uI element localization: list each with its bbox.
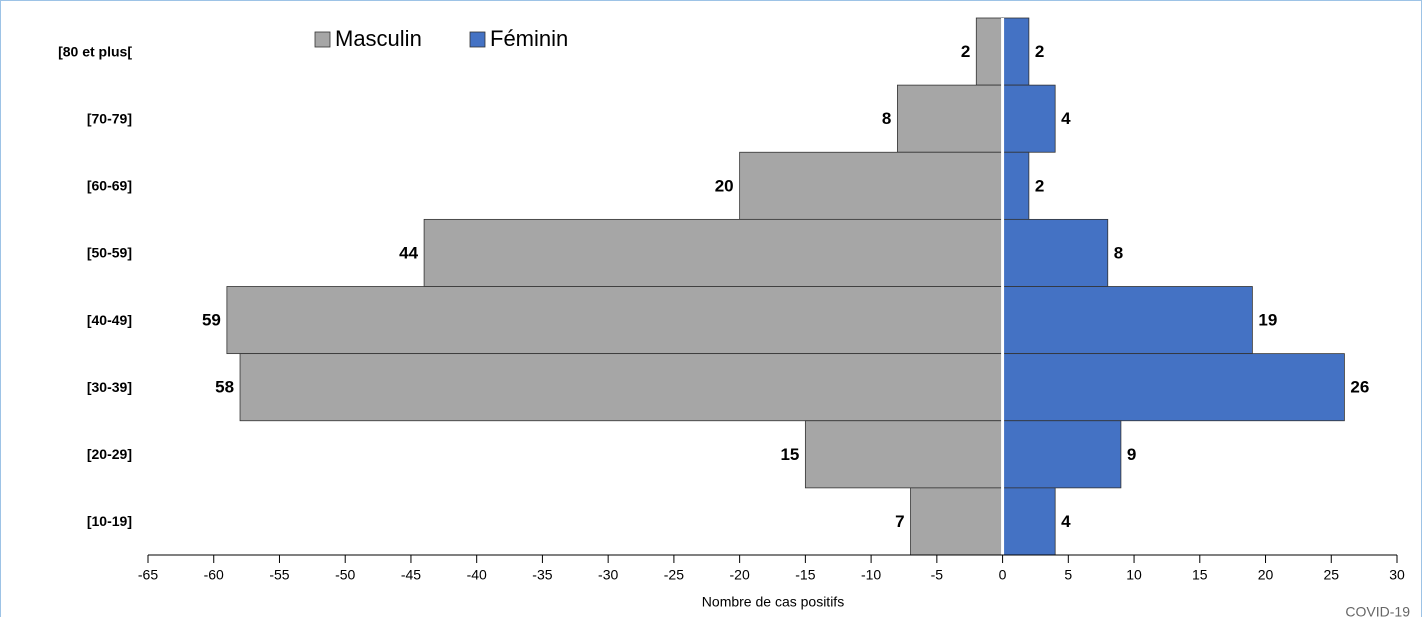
x-tick-label: -10: [861, 567, 881, 583]
y-tick-label: [70-79]: [87, 110, 132, 126]
bar: [1002, 84, 1056, 153]
x-tick-label: -35: [532, 567, 552, 583]
value-label: 9: [1127, 445, 1136, 464]
x-tick-label: -5: [931, 567, 944, 583]
bar: [975, 17, 1003, 86]
x-tick-label: -55: [269, 567, 289, 583]
bar: [226, 286, 1003, 355]
x-axis-label: Nombre de cas positifs: [702, 594, 844, 610]
legend-swatch: [314, 31, 331, 48]
bar: [1002, 420, 1122, 489]
annotation: COVID-19: [1345, 604, 1410, 617]
bar: [1002, 151, 1030, 220]
y-tick-label: [20-29]: [87, 446, 132, 462]
legend-label: Masculin: [335, 26, 422, 51]
value-label: 7: [895, 512, 904, 531]
x-tick-label: -65: [138, 567, 158, 583]
y-tick-label: [80 et plus[: [58, 43, 132, 59]
value-label: 26: [1350, 378, 1369, 397]
x-tick-label: 20: [1258, 567, 1274, 583]
value-label: 2: [961, 42, 970, 61]
x-tick-label: -50: [335, 567, 355, 583]
value-label: 59: [202, 311, 221, 330]
legend-swatch: [469, 31, 486, 48]
value-label: 19: [1258, 311, 1277, 330]
y-tick-label: [30-39]: [87, 379, 132, 395]
x-tick-label: -45: [401, 567, 421, 583]
legend-label: Féminin: [490, 26, 568, 51]
bar: [423, 218, 1003, 287]
value-label: 15: [780, 445, 799, 464]
value-label: 8: [1114, 243, 1123, 262]
bar: [897, 84, 1003, 153]
value-label: 58: [215, 378, 234, 397]
value-label: 2: [1035, 176, 1044, 195]
x-tick-label: -30: [598, 567, 618, 583]
bar: [1002, 353, 1345, 422]
x-tick-label: 0: [999, 567, 1007, 583]
y-tick-label: [50-59]: [87, 245, 132, 261]
bar: [1002, 286, 1253, 355]
value-label: 2: [1035, 42, 1044, 61]
value-label: 4: [1061, 109, 1071, 128]
value-label: 44: [399, 243, 418, 262]
bar: [1002, 487, 1056, 556]
x-tick-label: 10: [1126, 567, 1142, 583]
value-label: 4: [1061, 512, 1071, 531]
x-tick-label: -25: [664, 567, 684, 583]
bar: [739, 151, 1003, 220]
x-tick-label: -20: [730, 567, 750, 583]
bar: [804, 420, 1003, 489]
x-tick-label: 15: [1192, 567, 1208, 583]
y-tick-label: [60-69]: [87, 178, 132, 194]
value-label: 20: [715, 176, 734, 195]
x-tick-label: -15: [795, 567, 815, 583]
x-tick-label: 5: [1064, 567, 1072, 583]
x-tick-label: -40: [467, 567, 487, 583]
bar: [239, 353, 1003, 422]
x-tick-label: -60: [204, 567, 224, 583]
x-tick-label: 25: [1323, 567, 1339, 583]
y-tick-label: [40-49]: [87, 312, 132, 328]
value-label: 8: [882, 109, 891, 128]
bar: [910, 487, 1003, 556]
bar: [1002, 17, 1030, 86]
x-tick-label: 30: [1389, 567, 1405, 583]
y-tick-label: [10-19]: [87, 513, 132, 529]
bar: [1002, 218, 1109, 287]
